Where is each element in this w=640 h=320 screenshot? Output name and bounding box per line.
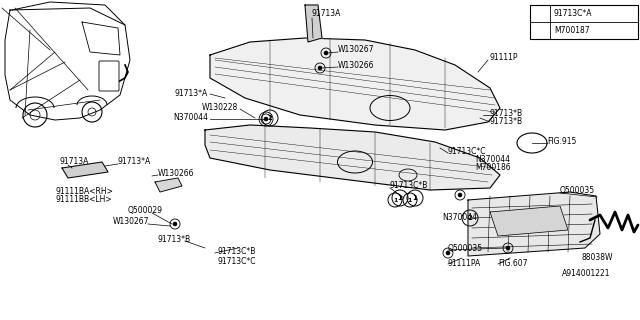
Text: 91713A: 91713A: [312, 10, 341, 19]
Polygon shape: [205, 125, 500, 190]
Polygon shape: [155, 178, 182, 192]
Text: M700187: M700187: [554, 26, 589, 35]
Circle shape: [173, 222, 177, 226]
Text: 88038W: 88038W: [582, 253, 614, 262]
Text: W130266: W130266: [338, 60, 374, 69]
Text: 91713*A: 91713*A: [175, 89, 208, 98]
Text: 1: 1: [408, 197, 412, 203]
Text: Q500035: Q500035: [448, 244, 483, 252]
Text: FIG.607: FIG.607: [498, 259, 527, 268]
Text: N370044: N370044: [442, 213, 477, 222]
Text: 91713C*B: 91713C*B: [218, 247, 257, 257]
Text: 91713*B: 91713*B: [158, 236, 191, 244]
Text: 91713C*B: 91713C*B: [390, 180, 428, 189]
Text: 1: 1: [538, 11, 543, 17]
Text: 91713C*A: 91713C*A: [554, 9, 593, 18]
FancyBboxPatch shape: [99, 61, 119, 91]
Text: 2: 2: [538, 28, 542, 34]
Text: W130266: W130266: [158, 170, 195, 179]
Text: Q500035: Q500035: [560, 186, 595, 195]
Text: 91713A: 91713A: [60, 157, 90, 166]
Circle shape: [318, 66, 322, 70]
Polygon shape: [62, 162, 108, 178]
Circle shape: [324, 51, 328, 55]
Polygon shape: [468, 192, 600, 256]
Text: FIG.915: FIG.915: [547, 137, 577, 146]
Text: 2: 2: [268, 115, 273, 121]
Polygon shape: [210, 38, 500, 130]
Polygon shape: [305, 5, 322, 42]
Text: N370044: N370044: [475, 156, 510, 164]
Text: 1: 1: [413, 195, 417, 201]
Text: M700186: M700186: [475, 164, 511, 172]
Text: N370044: N370044: [173, 114, 208, 123]
Text: 1: 1: [393, 197, 397, 203]
Text: 91111BB<LH>: 91111BB<LH>: [55, 196, 111, 204]
Polygon shape: [490, 206, 568, 236]
Text: 91713C*C: 91713C*C: [448, 147, 486, 156]
FancyBboxPatch shape: [530, 5, 638, 39]
Text: W130228: W130228: [202, 103, 238, 113]
Text: A914001221: A914001221: [562, 269, 611, 278]
Text: 91713C*C: 91713C*C: [218, 258, 257, 267]
Text: 1: 1: [397, 195, 403, 201]
Text: 2: 2: [468, 215, 472, 221]
Circle shape: [458, 193, 462, 197]
Text: 91111PA: 91111PA: [448, 259, 481, 268]
Text: 91111BA<RH>: 91111BA<RH>: [55, 188, 113, 196]
Circle shape: [264, 117, 268, 121]
Text: Q500029: Q500029: [128, 206, 163, 215]
Circle shape: [446, 251, 450, 255]
Text: 91713*B: 91713*B: [490, 109, 523, 118]
Text: W130267: W130267: [113, 218, 150, 227]
Text: W130267: W130267: [338, 45, 374, 54]
Circle shape: [506, 246, 510, 250]
Text: 91111P: 91111P: [490, 53, 518, 62]
Text: 91713*A: 91713*A: [118, 157, 151, 166]
Text: 91713*B: 91713*B: [490, 116, 523, 125]
